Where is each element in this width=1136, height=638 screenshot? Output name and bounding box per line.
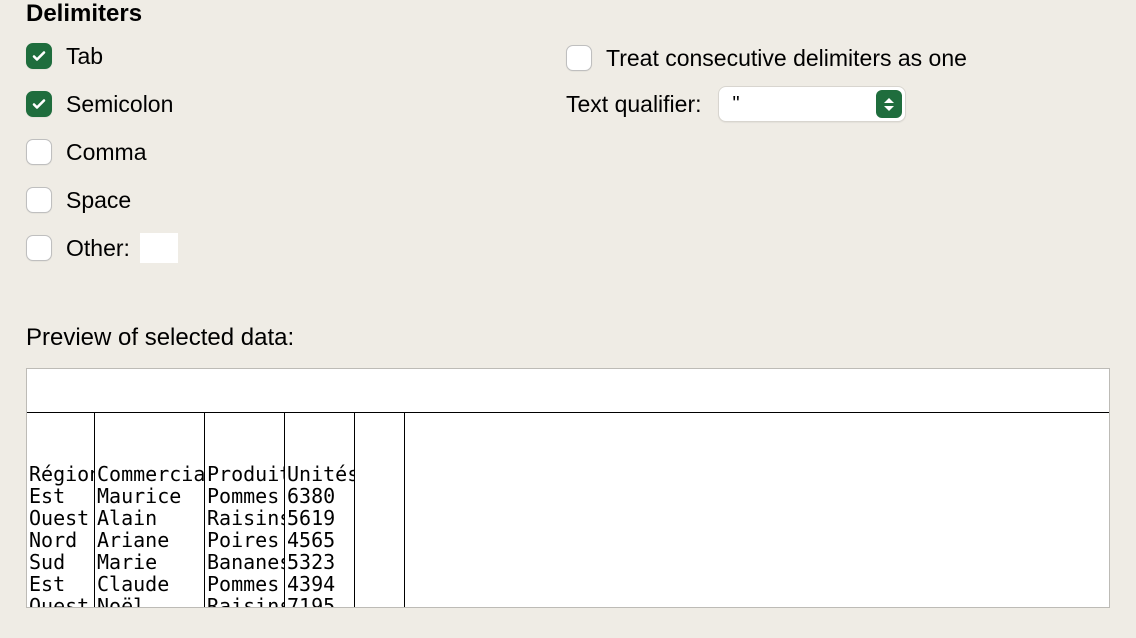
checkbox-label: Space [66,187,131,214]
preview-ruler [27,369,1109,413]
checkbox-consecutive[interactable] [566,45,592,71]
delimiter-row-semicolon: Semicolon [26,90,566,118]
preview-column: Unités 6380 5619 4565 5323 4394 7195 [285,413,355,607]
preview-grid: Région Est Ouest Nord Sud Est OuestComme… [27,413,1109,607]
checkbox-label: Tab [66,43,103,70]
other-delimiter-input[interactable] [140,233,178,263]
options-group: Treat consecutive delimiters as one Text… [566,42,1110,136]
delimiters-heading: Delimiters [26,0,1110,28]
checkbox-other[interactable] [26,235,52,261]
preview-column: Région Est Ouest Nord Sud Est Ouest [27,413,95,607]
delimiters-group: Tab Semicolon Comma Space Other: [26,42,566,282]
checkbox-semicolon[interactable] [26,91,52,117]
text-qualifier-value: " [733,93,740,116]
checkbox-label: Treat consecutive delimiters as one [606,45,967,72]
checkbox-space[interactable] [26,187,52,213]
preview-column-filler [405,413,1109,607]
delimiter-row-tab: Tab [26,42,566,70]
checkbox-label: Semicolon [66,91,173,118]
checkbox-label: Comma [66,139,147,166]
checkbox-comma[interactable] [26,139,52,165]
text-qualifier-label: Text qualifier: [566,91,702,118]
qualifier-row: Text qualifier: " [566,90,1110,118]
preview-pane: Région Est Ouest Nord Sud Est OuestComme… [26,368,1110,608]
checkbox-tab[interactable] [26,43,52,69]
text-qualifier-select[interactable]: " [718,86,906,122]
check-icon [31,96,47,112]
preview-column: Produit Pommes Raisins Poires Bananes Po… [205,413,285,607]
preview-column [355,413,405,607]
checkbox-label: Other: [66,235,130,262]
delimiter-row-space: Space [26,186,566,214]
check-icon [31,48,47,64]
delimiter-row-other: Other: [26,234,566,262]
consecutive-row: Treat consecutive delimiters as one [566,44,1110,72]
delimiter-row-comma: Comma [26,138,566,166]
preview-column: Commercial Maurice Alain Ariane Marie Cl… [95,413,205,607]
preview-heading: Preview of selected data: [26,324,1110,352]
